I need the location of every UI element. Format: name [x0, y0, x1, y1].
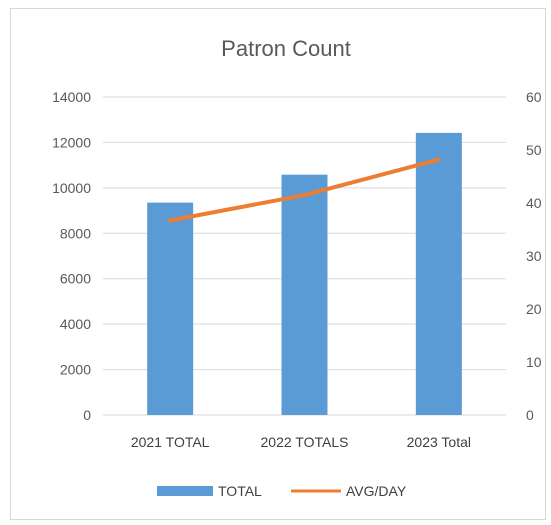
line-series-avg-day	[168, 157, 441, 223]
line-avg-day	[168, 157, 441, 223]
bar-total	[281, 174, 328, 415]
y-tick-label-secondary: 0	[526, 407, 534, 423]
bar-total	[147, 202, 194, 415]
y-tick-label-primary: 4000	[60, 316, 91, 332]
legend-label-total: TOTAL	[218, 483, 262, 499]
y-tick-label-primary: 12000	[52, 134, 91, 150]
y-tick-label-secondary: 30	[526, 248, 542, 264]
x-category-label: 2023 Total	[407, 434, 471, 450]
legend-label-avg-day: AVG/DAY	[346, 483, 407, 499]
y-tick-label-secondary: 60	[526, 89, 542, 105]
y-tick-label-secondary: 40	[526, 195, 542, 211]
x-axis-categories: 2021 TOTAL 2022 TOTALS 2023 Total	[131, 434, 471, 450]
x-category-label: 2022 TOTALS	[261, 434, 349, 450]
patron-count-chart: Patron Count 0 2000 4000 6000 8000 10000 12000…	[52, 36, 542, 499]
y-tick-label-primary: 10000	[52, 180, 91, 196]
y-axis-secondary-ticks: 0 10 20 30 40 50 60	[526, 89, 542, 423]
chart-frame: Patron Count 0 2000 4000 6000 8000 10000 12000…	[10, 8, 546, 520]
y-tick-label-secondary: 50	[526, 142, 542, 158]
legend-swatch-total	[157, 486, 213, 496]
bar-total	[415, 132, 462, 415]
y-tick-label-primary: 8000	[60, 225, 91, 241]
chart-title: Patron Count	[221, 36, 351, 61]
bar-series-total	[147, 132, 462, 415]
x-category-label: 2021 TOTAL	[131, 434, 210, 450]
y-tick-label-primary: 2000	[60, 362, 91, 378]
y-tick-label-secondary: 10	[526, 354, 542, 370]
legend: TOTAL AVG/DAY	[157, 483, 407, 499]
y-axis-primary-ticks: 0 2000 4000 6000 8000 10000 12000 14000	[52, 89, 91, 423]
y-tick-label-primary: 6000	[60, 271, 91, 287]
y-tick-label-primary: 0	[83, 407, 91, 423]
y-tick-label-primary: 14000	[52, 89, 91, 105]
y-tick-label-secondary: 20	[526, 301, 542, 317]
